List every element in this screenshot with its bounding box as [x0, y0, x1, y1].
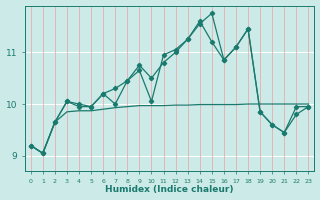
- X-axis label: Humidex (Indice chaleur): Humidex (Indice chaleur): [105, 185, 234, 194]
